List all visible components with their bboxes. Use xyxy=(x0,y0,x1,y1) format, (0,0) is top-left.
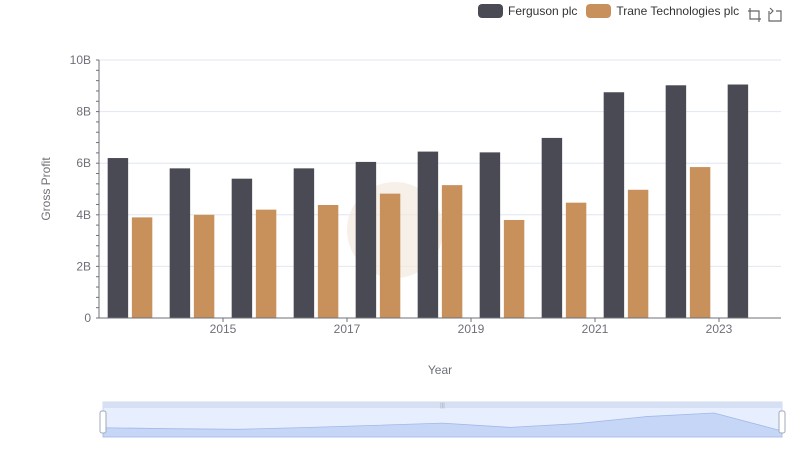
bar-trane-2018[interactable] xyxy=(379,193,401,318)
bar-trane-2015[interactable] xyxy=(193,214,215,318)
bar-ferguson-2016[interactable] xyxy=(231,178,253,318)
restore-icon[interactable] xyxy=(767,7,783,23)
bar-ferguson-2022[interactable] xyxy=(603,92,625,318)
zoom-icon[interactable] xyxy=(747,7,763,23)
y-tick-label: 8B xyxy=(76,105,91,119)
legend-label-ferguson: Ferguson plc xyxy=(508,4,578,18)
data-zoom-left-handle[interactable] xyxy=(99,410,107,434)
bar-trane-2023[interactable] xyxy=(689,167,711,318)
y-axis: 0 2B 4B 6B 8B 10B xyxy=(70,53,100,325)
bar-trane-2022[interactable] xyxy=(627,189,649,318)
bars xyxy=(107,84,749,318)
bar-ferguson-2024[interactable] xyxy=(727,84,749,318)
legend: Ferguson plc Trane Technologies plc xyxy=(478,4,748,18)
bar-ferguson-2023[interactable] xyxy=(665,85,687,318)
x-tick-label: 2021 xyxy=(582,322,609,336)
legend-swatch-ferguson xyxy=(478,4,503,18)
y-tick-label: 10B xyxy=(70,53,91,67)
bar-trane-2017[interactable] xyxy=(317,204,339,318)
bar-trane-2020[interactable] xyxy=(503,219,525,318)
data-zoom-right-handle[interactable] xyxy=(778,410,786,434)
y-tick-label: 2B xyxy=(76,259,91,273)
y-axis-label: Gross Profit xyxy=(39,157,53,221)
legend-label-trane: Trane Technologies plc xyxy=(616,4,740,18)
x-tick-label: 2017 xyxy=(334,322,361,336)
bar-ferguson-2018[interactable] xyxy=(355,161,377,318)
x-tick-label: 2019 xyxy=(458,322,485,336)
bar-trane-2019[interactable] xyxy=(441,185,463,318)
y-tick-label: 0 xyxy=(84,311,91,325)
data-zoom-top-bar[interactable] xyxy=(103,402,782,408)
toolbox xyxy=(747,7,787,23)
legend-swatch-trane xyxy=(586,4,612,18)
data-zoom-preview xyxy=(102,412,783,438)
data-zoom-slider[interactable]: ||| xyxy=(99,401,786,438)
x-tick-label: 2023 xyxy=(706,322,733,336)
y-tick-label: 4B xyxy=(76,208,91,222)
bar-ferguson-2019[interactable] xyxy=(417,151,439,318)
legend-item-trane[interactable]: Trane Technologies plc xyxy=(586,4,739,18)
bar-ferguson-2017[interactable] xyxy=(293,168,315,318)
x-axis: 2015 2017 2019 2021 2023 xyxy=(99,317,781,336)
x-axis-label: Year xyxy=(428,363,452,377)
bar-ferguson-2020[interactable] xyxy=(479,152,501,318)
bar-trane-2021[interactable] xyxy=(565,202,587,318)
legend-item-ferguson[interactable]: Ferguson plc xyxy=(478,4,577,18)
bar-ferguson-2021[interactable] xyxy=(541,137,563,318)
y-tick-label: 6B xyxy=(76,156,91,170)
bar-ferguson-2015[interactable] xyxy=(169,168,191,318)
bar-trane-2016[interactable] xyxy=(255,209,277,318)
bar-trane-2014[interactable] xyxy=(131,217,153,318)
data-zoom-grip-icon: ||| xyxy=(440,403,445,409)
bar-ferguson-2014[interactable] xyxy=(107,158,129,318)
x-tick-label: 2015 xyxy=(210,322,237,336)
